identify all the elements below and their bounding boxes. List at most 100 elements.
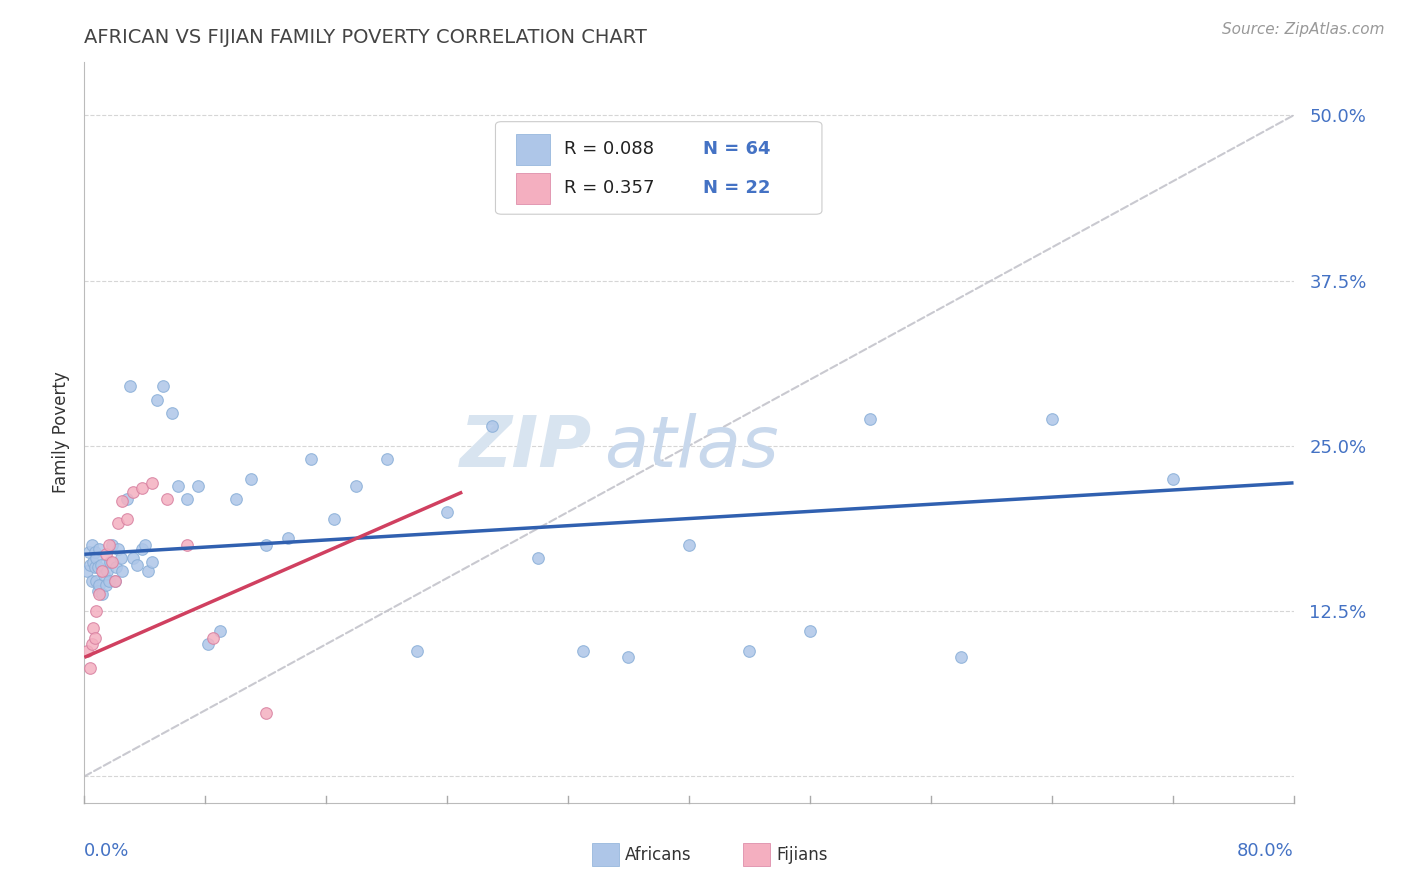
Text: Source: ZipAtlas.com: Source: ZipAtlas.com <box>1222 22 1385 37</box>
Point <box>160 406 183 420</box>
Point <box>91 565 114 579</box>
Point <box>110 551 132 566</box>
FancyBboxPatch shape <box>744 843 770 866</box>
Point <box>80 538 103 552</box>
Point <box>176 491 198 506</box>
Point <box>617 650 640 665</box>
Point <box>107 541 129 556</box>
Point <box>187 478 209 492</box>
Point <box>94 577 117 591</box>
Point <box>141 555 163 569</box>
Point <box>322 511 344 525</box>
Point <box>277 532 299 546</box>
Point <box>859 412 882 426</box>
Point <box>100 555 122 569</box>
Point <box>127 558 149 572</box>
Point <box>89 541 111 556</box>
Point <box>136 565 159 579</box>
Point <box>115 491 138 506</box>
Point <box>406 644 429 658</box>
Point <box>572 644 595 658</box>
Point <box>90 558 112 572</box>
Point <box>209 624 232 638</box>
Point <box>111 494 134 508</box>
FancyBboxPatch shape <box>516 173 550 204</box>
Point <box>225 491 247 506</box>
Point <box>87 584 110 599</box>
Point <box>346 478 368 492</box>
Point <box>121 551 143 566</box>
Text: Fijians: Fijians <box>776 846 828 863</box>
Text: ZIP: ZIP <box>460 413 592 482</box>
Point <box>799 624 821 638</box>
Text: Africans: Africans <box>624 846 692 863</box>
Text: R = 0.357: R = 0.357 <box>564 179 655 197</box>
Point <box>82 555 104 569</box>
Point <box>134 538 156 552</box>
Point <box>79 661 101 675</box>
Point <box>104 574 127 588</box>
Point <box>197 637 219 651</box>
Point <box>118 379 141 393</box>
Point <box>79 558 101 572</box>
Point <box>146 392 169 407</box>
Point <box>86 574 108 588</box>
Point <box>97 538 120 552</box>
Point <box>167 478 190 492</box>
Point <box>121 485 143 500</box>
Point <box>91 587 114 601</box>
Point <box>239 472 262 486</box>
Point <box>84 631 107 645</box>
Text: 80.0%: 80.0% <box>1237 842 1294 861</box>
Point <box>201 631 224 645</box>
Point <box>98 555 121 569</box>
Point <box>254 706 277 720</box>
FancyBboxPatch shape <box>495 121 823 214</box>
Point <box>76 644 98 658</box>
Point <box>1161 472 1184 486</box>
Text: AFRICAN VS FIJIAN FAMILY POVERTY CORRELATION CHART: AFRICAN VS FIJIAN FAMILY POVERTY CORRELA… <box>84 28 647 47</box>
Point <box>152 379 174 393</box>
Text: N = 22: N = 22 <box>703 179 770 197</box>
Point <box>115 511 138 525</box>
Point <box>1040 412 1063 426</box>
Point <box>94 547 117 561</box>
Point <box>375 452 398 467</box>
Point <box>156 491 179 506</box>
FancyBboxPatch shape <box>592 843 619 866</box>
Point <box>82 621 104 635</box>
Point <box>80 637 103 651</box>
Point <box>436 505 458 519</box>
Text: atlas: atlas <box>605 413 779 482</box>
Point <box>104 574 127 588</box>
Point <box>105 560 128 574</box>
Text: 0.0%: 0.0% <box>84 842 129 861</box>
Point <box>131 481 153 495</box>
Point <box>86 551 108 566</box>
Point <box>87 560 110 574</box>
Point <box>93 568 115 582</box>
Text: R = 0.088: R = 0.088 <box>564 140 654 158</box>
Point <box>950 650 973 665</box>
Point <box>80 574 103 588</box>
Point <box>84 544 107 558</box>
Point <box>738 644 761 658</box>
Point <box>86 604 108 618</box>
Point <box>89 587 111 601</box>
Point <box>76 565 98 579</box>
Point <box>96 565 118 579</box>
Point <box>141 475 163 490</box>
Point <box>299 452 322 467</box>
Point <box>481 419 503 434</box>
Point <box>107 516 129 530</box>
Y-axis label: Family Poverty: Family Poverty <box>52 372 70 493</box>
Point <box>100 538 122 552</box>
Point <box>176 538 198 552</box>
Point <box>97 574 120 588</box>
Point <box>527 551 550 566</box>
Point <box>254 538 277 552</box>
Point <box>84 560 107 574</box>
Point <box>131 541 153 556</box>
Point <box>111 565 134 579</box>
Text: N = 64: N = 64 <box>703 140 770 158</box>
